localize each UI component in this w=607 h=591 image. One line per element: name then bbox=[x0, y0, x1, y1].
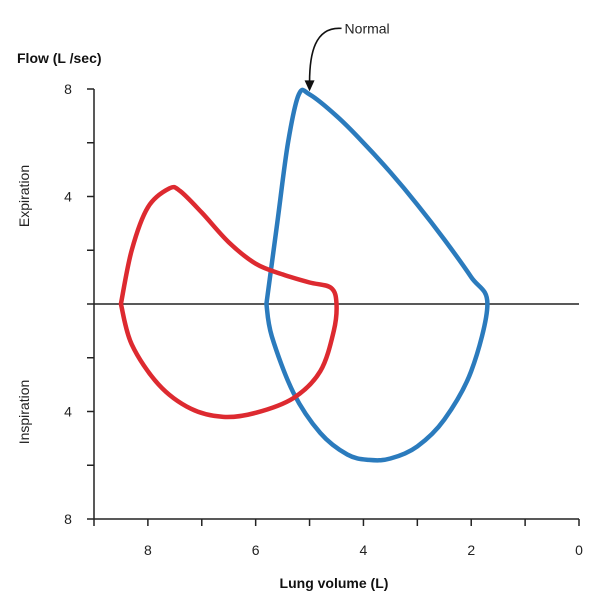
annotation-arrow-head bbox=[304, 80, 315, 92]
y-axis-title: Flow (L /sec) bbox=[17, 50, 102, 66]
annotation-arrow-shaft bbox=[308, 27, 342, 83]
expiration-label: Expiration bbox=[16, 165, 32, 227]
ticks bbox=[87, 88, 580, 526]
tick-labels: 8 4 4 8 8 6 4 2 0 bbox=[64, 81, 583, 558]
y-tick-label: 4 bbox=[64, 189, 72, 205]
x-axis-title: Lung volume (L) bbox=[280, 575, 389, 591]
x-tick-label: 4 bbox=[360, 542, 368, 558]
normal-loop-line bbox=[264, 87, 490, 463]
normal-annotation-label: Normal bbox=[345, 20, 390, 36]
inspiration-label: Inspiration bbox=[16, 380, 32, 445]
series-layer bbox=[118, 87, 490, 463]
y-tick-label: 8 bbox=[64, 511, 72, 527]
obstructive-loop-line bbox=[118, 184, 339, 420]
x-tick-label: 6 bbox=[252, 542, 260, 558]
x-tick-label: 8 bbox=[144, 542, 152, 558]
y-tick-label: 8 bbox=[64, 81, 72, 97]
y-tick-label: 4 bbox=[64, 404, 72, 420]
x-tick-label: 0 bbox=[575, 542, 583, 558]
annotation-layer: Normal bbox=[304, 20, 390, 92]
x-tick-label: 2 bbox=[467, 542, 475, 558]
